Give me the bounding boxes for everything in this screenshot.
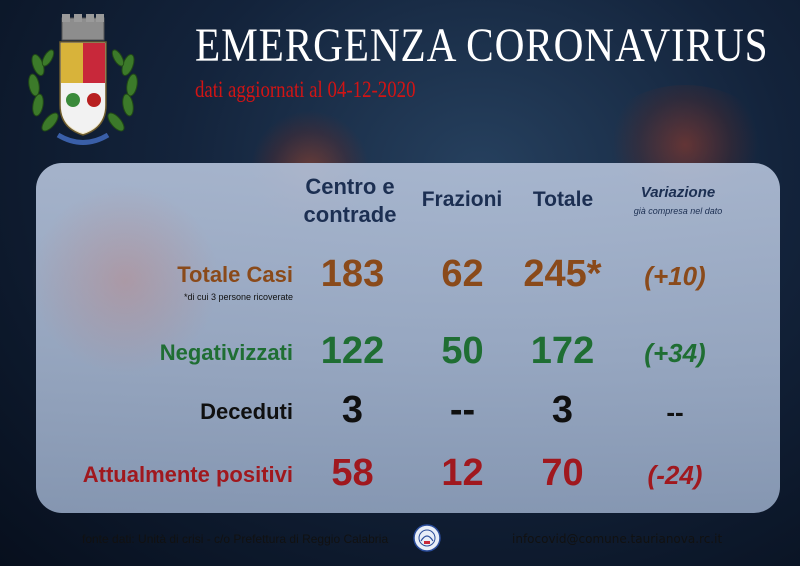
coat-of-arms-icon	[28, 14, 138, 145]
row-label-deceduti: Deceduti	[200, 399, 293, 424]
data-panel	[36, 163, 780, 513]
value-deceduti-centro: 3	[341, 389, 364, 431]
row-note-ricoverati: *di cui 3 persone ricoverate	[183, 292, 293, 302]
value-positivi-frazioni: 12	[441, 452, 484, 494]
value-negativizzati-variazione: (+34)	[644, 338, 706, 368]
value-deceduti-frazioni: --	[449, 389, 476, 431]
column-header-variazione-note: già compresa nel dato	[633, 206, 723, 216]
column-header-centro: Centro e contrade	[295, 173, 405, 229]
value-negativizzati-frazioni: 50	[441, 330, 484, 372]
column-header-centro-line2: contrade	[303, 202, 397, 227]
update-date: dati aggiornati al 04-12-2020	[195, 77, 416, 102]
footer-source: fonte dati: Unità di crisi - c/o Prefett…	[82, 532, 389, 546]
value-totale-casi-variazione: (+10)	[644, 261, 706, 291]
column-header-centro-line1: Centro e	[305, 174, 395, 199]
value-positivi-centro: 58	[331, 452, 374, 494]
value-deceduti-variazione: --	[666, 397, 684, 427]
column-header-totale: Totale	[532, 188, 594, 211]
value-negativizzati-centro: 122	[320, 330, 385, 372]
column-header-variazione: Variazione	[640, 184, 716, 201]
value-positivi-totale: 70	[541, 452, 584, 494]
column-header-frazioni: Frazioni	[421, 188, 503, 211]
row-label-totale-casi: Totale Casi	[177, 262, 293, 287]
page-title: EMERGENZA CORONAVIRUS	[195, 19, 769, 72]
value-totale-casi-centro: 183	[320, 253, 385, 295]
virus-image	[30, 185, 220, 375]
value-deceduti-totale: 3	[551, 389, 574, 431]
row-label-negativizzati: Negativizzati	[159, 340, 293, 365]
value-totale-casi-frazioni: 62	[441, 253, 484, 295]
footer-email: infocovid@comune.taurianova.rc.it	[512, 532, 723, 546]
value-negativizzati-totale: 172	[530, 330, 595, 372]
value-positivi-variazione: (-24)	[647, 460, 703, 490]
row-label-attualmente-positivi: Attualmente positivi	[82, 462, 293, 487]
prefettura-seal-icon	[413, 524, 441, 552]
value-totale-casi-totale: 245*	[523, 253, 602, 295]
